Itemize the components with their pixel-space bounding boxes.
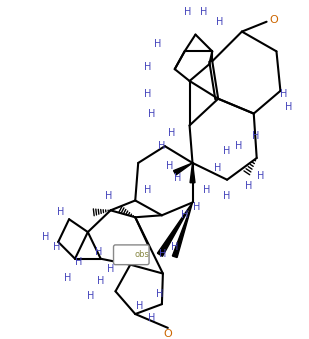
Text: H: H xyxy=(107,264,114,274)
Text: H: H xyxy=(57,207,64,217)
Text: H: H xyxy=(105,191,112,201)
Text: obs: obs xyxy=(135,250,150,259)
Text: H: H xyxy=(148,108,156,119)
Text: H: H xyxy=(174,173,181,183)
Text: H: H xyxy=(154,39,162,49)
Text: H: H xyxy=(217,17,224,27)
Text: H: H xyxy=(214,163,221,173)
Text: H: H xyxy=(159,249,167,259)
Text: H: H xyxy=(181,210,188,220)
Text: H: H xyxy=(168,128,176,138)
Text: H: H xyxy=(257,171,264,181)
Text: H: H xyxy=(285,102,292,112)
Text: H: H xyxy=(156,289,164,299)
Text: H: H xyxy=(95,247,102,257)
Polygon shape xyxy=(157,202,193,256)
Text: H: H xyxy=(280,89,287,99)
Text: H: H xyxy=(144,89,152,99)
Text: H: H xyxy=(148,313,156,323)
Polygon shape xyxy=(172,202,193,258)
Text: H: H xyxy=(235,141,243,151)
Text: H: H xyxy=(252,131,260,141)
Text: H: H xyxy=(245,181,252,191)
Text: H: H xyxy=(75,257,83,267)
Text: O: O xyxy=(269,15,278,25)
Polygon shape xyxy=(174,163,193,175)
Text: H: H xyxy=(53,242,60,252)
Text: H: H xyxy=(203,185,210,195)
Text: H: H xyxy=(144,62,152,72)
FancyBboxPatch shape xyxy=(113,245,149,265)
Text: H: H xyxy=(184,7,191,17)
Polygon shape xyxy=(190,163,195,183)
Text: H: H xyxy=(200,7,207,17)
Text: O: O xyxy=(163,329,172,339)
Text: H: H xyxy=(87,291,95,301)
Text: H: H xyxy=(64,274,72,283)
Text: H: H xyxy=(158,141,166,151)
Text: H: H xyxy=(97,276,104,286)
Text: H: H xyxy=(223,191,231,201)
Text: H: H xyxy=(166,161,173,171)
Text: H: H xyxy=(193,202,200,212)
Text: H: H xyxy=(137,301,144,311)
Text: H: H xyxy=(223,146,231,156)
Text: H: H xyxy=(42,232,49,242)
Text: H: H xyxy=(144,185,152,195)
Text: H: H xyxy=(171,242,178,252)
